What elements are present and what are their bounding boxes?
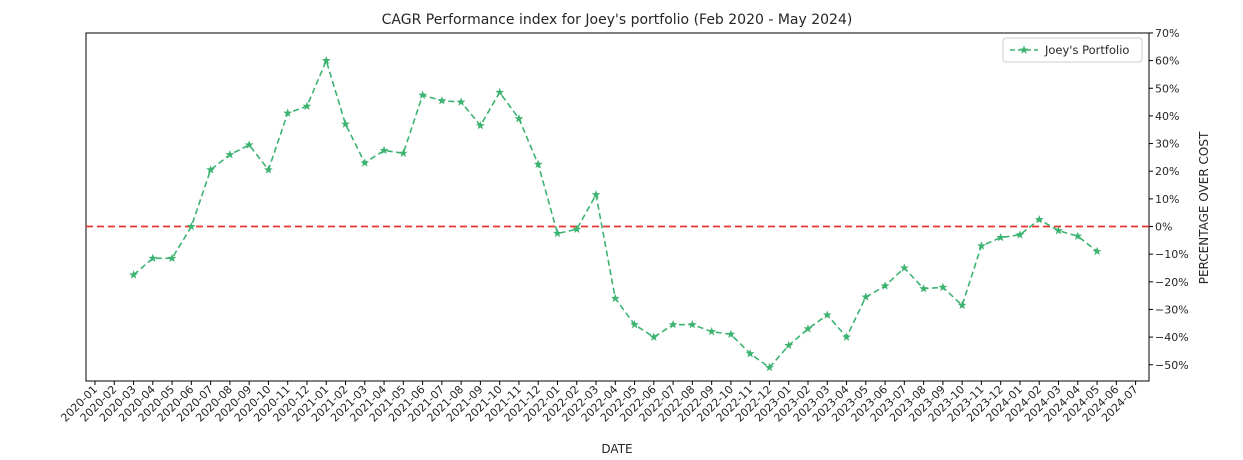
y-tick-label: 40% bbox=[1155, 110, 1179, 123]
data-point-star bbox=[977, 241, 986, 250]
data-point-star bbox=[1073, 231, 1083, 240]
data-point-star bbox=[225, 150, 235, 159]
data-point-star bbox=[880, 281, 890, 290]
y-tick-label: 30% bbox=[1155, 138, 1179, 151]
data-point-star bbox=[591, 190, 601, 199]
data-point-star bbox=[283, 108, 293, 117]
y-tick-label: −10% bbox=[1155, 248, 1189, 261]
y-tick-label: 10% bbox=[1155, 193, 1179, 206]
data-point-star bbox=[919, 284, 928, 293]
data-point-star bbox=[418, 90, 427, 99]
data-point-star bbox=[476, 120, 485, 130]
data-point-star bbox=[784, 340, 794, 350]
data-point-star bbox=[533, 159, 543, 169]
data-point-star bbox=[861, 292, 871, 301]
series-joeys-portfolio bbox=[129, 56, 1102, 372]
y-tick-label: 50% bbox=[1155, 82, 1179, 95]
y-tick-label: −40% bbox=[1155, 331, 1189, 344]
legend-box bbox=[1002, 37, 1143, 63]
data-point-star bbox=[996, 232, 1006, 242]
data-point-star bbox=[264, 165, 273, 174]
data-point-star bbox=[167, 253, 177, 263]
y-tick-label: 70% bbox=[1155, 27, 1179, 40]
data-point-star bbox=[321, 56, 331, 65]
data-point-star bbox=[1034, 214, 1044, 224]
data-point-star bbox=[957, 300, 967, 310]
data-point-star bbox=[186, 221, 196, 231]
plot-frame bbox=[85, 32, 1150, 382]
x-axis: 2020-012020-022020-032020-042020-052020-… bbox=[58, 381, 1141, 425]
data-point-star bbox=[610, 293, 620, 303]
data-point-star bbox=[379, 145, 389, 155]
data-point-star bbox=[668, 320, 678, 329]
data-point-star bbox=[707, 326, 717, 336]
y-tick-label: −30% bbox=[1155, 303, 1189, 316]
data-point-star bbox=[148, 253, 158, 263]
data-point-star bbox=[129, 270, 138, 279]
y-axis: −50% −40% −30% −20% −10% 0% 10% 20% 30% 40% 50% 60%… bbox=[1149, 27, 1189, 372]
data-point-star bbox=[437, 96, 447, 105]
data-point-star bbox=[630, 320, 639, 329]
data-point-star bbox=[842, 332, 851, 341]
data-point-star bbox=[803, 324, 813, 333]
data-point-star bbox=[360, 158, 370, 167]
data-point-star bbox=[456, 97, 466, 106]
y-tick-label: −50% bbox=[1155, 359, 1189, 372]
data-point-star bbox=[745, 349, 755, 358]
chart-title: CAGR Performance index for Joey's portfo… bbox=[382, 12, 853, 28]
data-point-star bbox=[244, 140, 254, 149]
data-point-star bbox=[1092, 246, 1102, 256]
legend-label: Joey's Portfolio bbox=[1044, 43, 1129, 57]
data-point-star bbox=[726, 329, 736, 339]
legend: Joey's Portfolio bbox=[1002, 37, 1143, 63]
y-tick-label: 60% bbox=[1155, 55, 1179, 68]
data-point-star bbox=[341, 119, 350, 128]
data-point-star bbox=[1054, 226, 1063, 235]
data-point-star bbox=[1015, 230, 1025, 239]
y-tick-label: −20% bbox=[1155, 276, 1189, 289]
data-point-star bbox=[649, 332, 659, 341]
data-point-star bbox=[495, 87, 505, 97]
data-point-star bbox=[206, 165, 215, 174]
data-point-star bbox=[398, 148, 408, 157]
series-line bbox=[133, 58, 1098, 369]
data-point-star bbox=[572, 224, 582, 233]
data-point-star bbox=[514, 114, 524, 123]
y-tick-label: 20% bbox=[1155, 165, 1179, 178]
data-point-star bbox=[688, 320, 697, 329]
y-tick-label: 0% bbox=[1155, 221, 1172, 234]
legend-star-marker bbox=[1019, 45, 1029, 54]
x-axis-title: DATE bbox=[601, 442, 632, 456]
y-axis-title: PERCENTAGE OVER COST bbox=[1197, 131, 1211, 284]
data-point-star bbox=[822, 310, 832, 319]
data-point-star bbox=[302, 101, 312, 110]
data-point-star bbox=[899, 263, 909, 272]
data-point-star bbox=[765, 362, 774, 372]
data-point-star bbox=[553, 228, 562, 238]
data-point-star bbox=[938, 282, 948, 292]
